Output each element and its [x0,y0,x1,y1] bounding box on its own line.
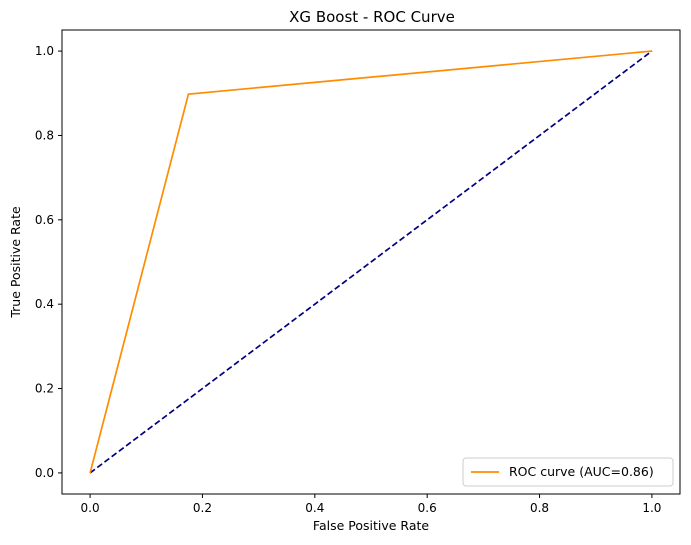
y-tick-label: 0.8 [35,128,54,142]
y-tick-label: 0.2 [35,382,54,396]
x-tick-label: 0.2 [193,501,212,515]
series-layer [89,50,653,474]
y-tick-label: 0.6 [35,213,54,227]
legend-box [462,457,674,487]
x-tick-label: 0.0 [81,501,100,515]
chance-diagonal-line [89,50,653,474]
x-tick-label: 1.0 [642,501,661,515]
y-tick-label: 0.0 [35,466,54,480]
x-tick-label: 0.6 [418,501,437,515]
chart-title: XG Boost - ROC Curve [289,8,455,26]
x-axis-ticks: 0.0 0.2 0.4 0.6 0.8 1.0 [81,494,661,515]
legend: ROC curve (AUC=0.86) [462,457,674,487]
x-tick-label: 0.4 [305,501,324,515]
y-tick-label: 1.0 [35,44,54,58]
x-tick-label: 0.8 [530,501,549,515]
roc-curve-line [89,50,652,474]
y-axis-label: True Positive Rate [8,206,23,319]
legend-label-roc: ROC curve (AUC=0.86) [509,464,654,479]
y-axis-ticks: 0.0 0.2 0.4 0.6 0.8 1.0 [35,44,62,480]
x-axis-label: False Positive Rate [313,518,429,533]
plot-frame [61,29,681,495]
y-tick-label: 0.4 [35,297,54,311]
